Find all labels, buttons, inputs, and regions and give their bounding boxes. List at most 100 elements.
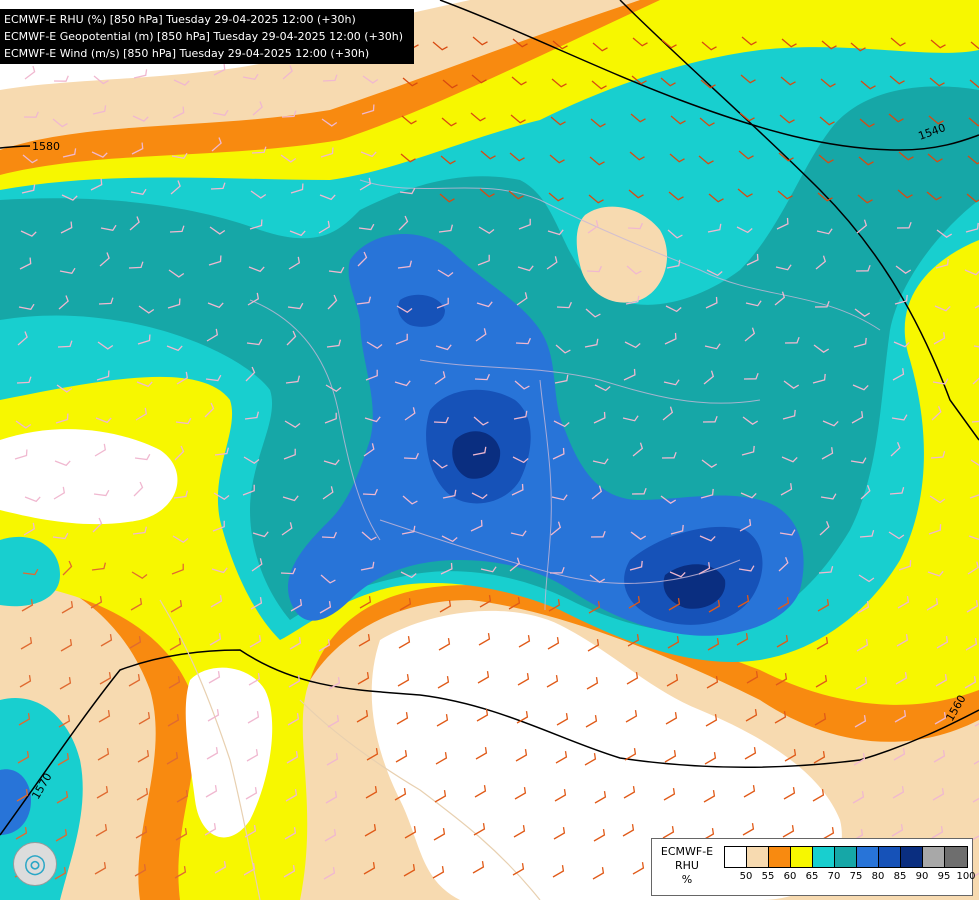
wind-barb: [58, 715, 71, 728]
wind-barb: [365, 786, 378, 799]
wind-barb: [588, 194, 604, 204]
wind-barb: [91, 151, 108, 158]
wind-barb: [515, 749, 528, 762]
wind-barb: [470, 112, 486, 122]
wind-barb: [176, 790, 189, 803]
wind-barb: [289, 230, 306, 237]
wind-barb: [669, 153, 685, 163]
wind-barb: [738, 565, 755, 572]
wind-barb: [895, 672, 908, 685]
wind-barb: [138, 712, 151, 725]
wind-barb: [358, 223, 375, 231]
wind-barb: [736, 633, 749, 646]
wind-barb: [290, 599, 303, 612]
wind-barb: [205, 785, 218, 798]
wind-barb: [778, 152, 794, 162]
wind-barb: [398, 636, 411, 649]
geopotential-contour-1540: [439, 0, 979, 151]
wind-barb: [965, 638, 978, 651]
wind-barb: [897, 189, 913, 199]
rhu-legend: ECMWF-E RHU % 50 55 60 65 70 75 80 85 90 95 100: [651, 838, 976, 896]
wind-barb: [432, 41, 448, 51]
wind-barb: [890, 441, 901, 457]
wind-barb: [20, 230, 37, 237]
wind-barb: [327, 294, 338, 310]
wind-barb: [932, 788, 945, 801]
legend-swatch: [813, 847, 835, 867]
wind-barb: [968, 535, 979, 541]
wind-barb: [213, 63, 226, 76]
wind-barb: [555, 751, 568, 764]
wind-barb: [632, 442, 644, 457]
wind-barb: [508, 190, 524, 200]
wind-barb: [660, 495, 677, 504]
wind-barb: [859, 118, 875, 128]
legend-title-line: RHU: [675, 859, 699, 872]
wind-barb: [93, 75, 109, 85]
wind-barb: [397, 674, 410, 687]
wind-barb: [777, 190, 793, 200]
legend-tick-label: 70: [827, 871, 841, 882]
wind-barb: [321, 118, 338, 127]
wind-barb: [704, 752, 717, 765]
wind-barb: [512, 863, 525, 876]
wind-barb: [176, 371, 189, 385]
wind-barb: [893, 341, 910, 348]
wind-barb: [167, 714, 180, 727]
wind-barb: [400, 571, 417, 579]
wind-barb: [666, 259, 681, 269]
wind-barb: [931, 405, 942, 421]
wind-barb: [971, 835, 979, 841]
wind-barb: [780, 483, 793, 496]
wind-barb: [816, 637, 829, 650]
wind-barb: [778, 556, 789, 572]
wind-barb: [784, 749, 797, 762]
wind-barb: [394, 380, 411, 387]
wind-barb: [854, 715, 867, 728]
wind-barb: [243, 456, 260, 464]
wind-barb: [170, 180, 181, 195]
wind-barb: [896, 221, 912, 229]
wind-barb: [472, 446, 487, 456]
wind-barb: [23, 522, 36, 536]
wind-barb: [739, 112, 755, 122]
wind-barb: [624, 748, 637, 761]
wind-barb: [55, 413, 69, 424]
wind-barb: [323, 867, 336, 880]
wind-barb: [854, 308, 871, 317]
wind-barb: [52, 532, 69, 540]
wind-barb: [319, 601, 332, 614]
wind-barb: [510, 530, 527, 537]
wind-barb: [852, 791, 865, 804]
wind-barb: [21, 599, 34, 612]
wind-barb: [932, 378, 949, 385]
wind-barb: [856, 639, 869, 652]
wind-barb: [128, 261, 144, 269]
wind-barb: [594, 384, 611, 392]
wind-barb: [592, 867, 605, 880]
wind-barb: [587, 639, 600, 652]
wind-barb: [933, 750, 946, 763]
wind-barb: [281, 522, 293, 536]
wind-barb: [592, 458, 609, 465]
wind-barb: [703, 790, 716, 803]
wind-barb: [779, 529, 796, 536]
wind-barb: [518, 635, 531, 648]
wind-barb: [746, 253, 759, 266]
wind-barb: [780, 76, 796, 86]
legend-tick-label: 85: [893, 871, 907, 882]
wind-barb: [546, 256, 558, 270]
wind-barb: [136, 381, 153, 388]
wind-barb: [855, 677, 868, 690]
wind-barb: [819, 116, 835, 126]
wind-barb: [663, 379, 680, 386]
wind-barb: [57, 753, 70, 766]
wind-barb: [471, 492, 488, 500]
wind-barb: [251, 146, 267, 154]
wind-barb: [360, 151, 377, 158]
rhu-band-85: [398, 294, 763, 625]
dry-pocket-north: [576, 206, 668, 303]
wind-barb: [708, 193, 724, 203]
rhu-band-70-west: [0, 536, 60, 607]
wind-barb: [553, 827, 566, 840]
